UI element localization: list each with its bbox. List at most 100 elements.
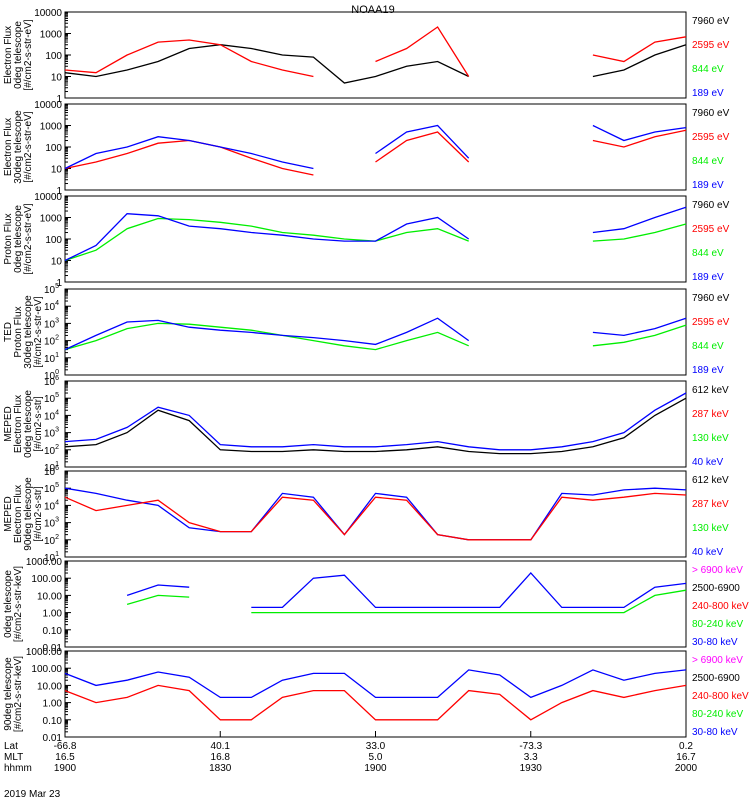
y-tick-label: 103 xyxy=(44,517,59,530)
legend-entry: 844 eV xyxy=(692,341,724,352)
panel-frame xyxy=(64,560,687,648)
y-tick-label: 0.10 xyxy=(43,716,63,727)
y-tick-label: 10 xyxy=(51,257,63,268)
y-tick-label: 103 xyxy=(44,317,59,330)
axis-row-label: MLT xyxy=(4,752,23,763)
legend-entry: 2595 eV xyxy=(692,40,730,51)
axis-row-value: 16.8 xyxy=(211,752,231,763)
axis-row-value: 33.0 xyxy=(366,741,386,752)
series-844-ev xyxy=(64,322,687,351)
y-tick-label: 106 xyxy=(44,465,59,478)
y-axis-title: Proton Flux0deg telescope[#/cm2-s-str-eV… xyxy=(3,203,34,274)
series-189-ev xyxy=(64,317,687,351)
y-axis-title: MEPEDElectron Flux90deg telescope[#/cm2-… xyxy=(3,477,44,551)
y-tick-label: 101 xyxy=(44,352,59,365)
y-axis-title: MEPEDElectron Flux0deg telescope[#/cm2-s… xyxy=(3,390,44,458)
legend-entry: 130 keV xyxy=(692,523,729,534)
legend-entry: 7960 eV xyxy=(692,200,730,211)
y-tick-label: 0.01 xyxy=(43,643,63,654)
y-tick-label: 10 xyxy=(51,73,63,84)
panel-frame xyxy=(64,470,687,558)
y-tick-label: 100 xyxy=(45,143,62,154)
panel-frame xyxy=(64,11,687,99)
panel-frame xyxy=(64,195,687,283)
panel-frame xyxy=(64,288,687,376)
legend-entry: 2595 eV xyxy=(692,224,730,235)
axis-row-value: 1900 xyxy=(364,763,387,774)
legend-entry: 40 keV xyxy=(692,547,723,558)
series-80-240-kev xyxy=(126,589,687,614)
series-40-kev xyxy=(64,487,687,541)
legend-entry: 240-800 keV xyxy=(692,601,749,612)
legend-entry: 7960 eV xyxy=(692,293,730,304)
axis-row-value: 1830 xyxy=(209,763,232,774)
legend-entry: 612 keV xyxy=(692,475,729,486)
y-tick-label: 104 xyxy=(44,499,59,512)
axis-row-value: 1930 xyxy=(520,763,543,774)
y-tick-label: 106 xyxy=(44,375,59,388)
y-tick-label: 1 xyxy=(56,94,62,105)
legend-entry: 2500-6900 xyxy=(692,583,740,594)
series-287-kev xyxy=(64,492,687,541)
y-tick-label: 104 xyxy=(44,409,59,422)
axis-row-value: 1900 xyxy=(54,763,77,774)
legend-entry: 80-240 keV xyxy=(692,619,743,630)
y-tick-label: 1000 xyxy=(40,30,63,41)
y-tick-label: 1 xyxy=(56,186,62,197)
y-tick-label: 102 xyxy=(44,444,59,457)
series-612-kev xyxy=(64,397,687,455)
legend-entry: > 6900 keV xyxy=(692,565,743,576)
series-40-kev xyxy=(64,392,687,451)
figure-title: NOAA19 xyxy=(351,4,394,16)
y-axis-title: Electron Flux0deg telescope[#/cm2-s-str-… xyxy=(3,19,34,90)
legend-entry: 7960 eV xyxy=(692,16,730,27)
legend-entry: 240-800 keV xyxy=(692,691,749,702)
y-tick-label: 10000 xyxy=(34,100,62,111)
panel-frame xyxy=(64,103,687,191)
legend-entry: 189 eV xyxy=(692,365,724,376)
legend-entry: 287 keV xyxy=(692,499,729,510)
date-label: 2019 Mar 23 xyxy=(4,789,61,800)
y-tick-label: 102 xyxy=(44,335,59,348)
legend-entry: 189 eV xyxy=(692,88,724,99)
axis-row-value: 0.2 xyxy=(679,741,693,752)
y-axis-title: TEDProton Flux30deg telescope[#/cm2-s-st… xyxy=(3,295,44,369)
y-axis-title: 90deg telescope[#/cm2-s-str-keV] xyxy=(3,656,24,732)
y-tick-label: 0.01 xyxy=(43,733,63,744)
y-axis-title: Electron Flux30deg telescope[#/cm2-s-str… xyxy=(3,110,34,184)
y-tick-label: 100 xyxy=(45,51,62,62)
axis-row-value: 5.0 xyxy=(369,752,383,763)
axis-row-value: 2000 xyxy=(675,763,698,774)
y-tick-label: 10000 xyxy=(34,192,62,203)
y-axis-title: 0deg telescope[#/cm2-s-str-keV] xyxy=(3,566,24,642)
legend-entry: 844 eV xyxy=(692,64,724,75)
series-30-80-kev xyxy=(64,669,687,699)
series-189-ev xyxy=(64,124,687,170)
y-tick-label: 100.00 xyxy=(31,574,62,585)
y-tick-label: 1000 xyxy=(40,214,63,225)
y-tick-label: 10.00 xyxy=(37,591,62,602)
panel-frame xyxy=(64,380,687,468)
legend-entry: 189 eV xyxy=(692,272,724,283)
y-tick-label: 105 xyxy=(44,482,59,495)
y-tick-label: 10 xyxy=(51,165,63,176)
legend-entry: 40 keV xyxy=(692,457,723,468)
legend-entry: 189 eV xyxy=(692,180,724,191)
series-2595-ev xyxy=(64,26,687,78)
y-tick-label: 0.10 xyxy=(43,626,63,637)
series-189-ev xyxy=(64,206,687,262)
series-844-ev xyxy=(64,217,687,262)
panel-frame xyxy=(64,650,687,738)
legend-entry: 30-80 keV xyxy=(692,637,738,648)
axis-row-value: 16.7 xyxy=(676,752,696,763)
legend-entry: 80-240 keV xyxy=(692,709,743,720)
legend-entry: 130 keV xyxy=(692,433,729,444)
axis-row-label: Lat xyxy=(4,741,18,752)
legend-entry: 30-80 keV xyxy=(692,727,738,738)
axis-row-value: 16.5 xyxy=(55,752,75,763)
